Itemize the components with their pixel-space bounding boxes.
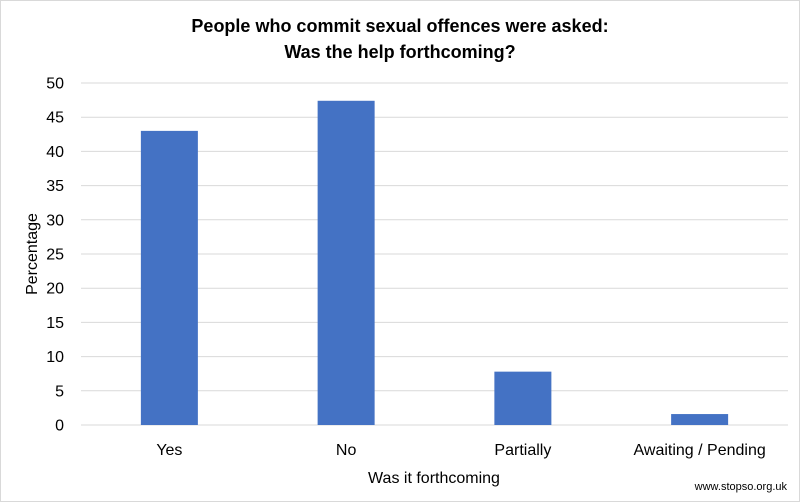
source-url: www.stopso.org.uk: [694, 481, 787, 493]
y-tick-label: 45: [46, 110, 64, 127]
y-tick-label: 25: [46, 247, 64, 264]
chart-title: People who commit sexual offences were a…: [1, 13, 799, 65]
y-axis-label: Percentage: [24, 213, 41, 295]
x-tick-label: No: [336, 442, 357, 459]
bar-partially: [494, 371, 552, 425]
y-tick-label: 20: [46, 281, 64, 298]
chart-title-line-1: People who commit sexual offences were a…: [191, 16, 609, 36]
bar-yes: [140, 130, 198, 425]
y-tick-label: 40: [46, 144, 64, 161]
x-axis-label: Was it forthcoming: [368, 470, 500, 487]
bar-no: [317, 100, 375, 425]
bar-awaiting-pending: [671, 414, 729, 425]
y-tick-label: 15: [46, 315, 64, 332]
y-tick-labels: 0 5 10 15 20 25 30 35 40 45 50: [46, 76, 64, 435]
x-tick-labels: Yes No Partially Awaiting / Pending: [156, 442, 765, 459]
x-tick-label: Awaiting / Pending: [634, 442, 766, 459]
x-tick-label: Yes: [156, 442, 182, 459]
y-tick-label: 5: [55, 383, 64, 400]
y-tick-label: 0: [55, 418, 64, 435]
bars: [140, 100, 729, 425]
y-tick-label: 50: [46, 76, 64, 93]
y-tick-label: 35: [46, 178, 64, 195]
x-tick-label: Partially: [494, 442, 551, 459]
y-tick-label: 10: [46, 349, 64, 366]
y-tick-label: 30: [46, 212, 64, 229]
grid-lines: [81, 82, 788, 426]
chart-title-line-2: Was the help forthcoming?: [284, 42, 516, 62]
